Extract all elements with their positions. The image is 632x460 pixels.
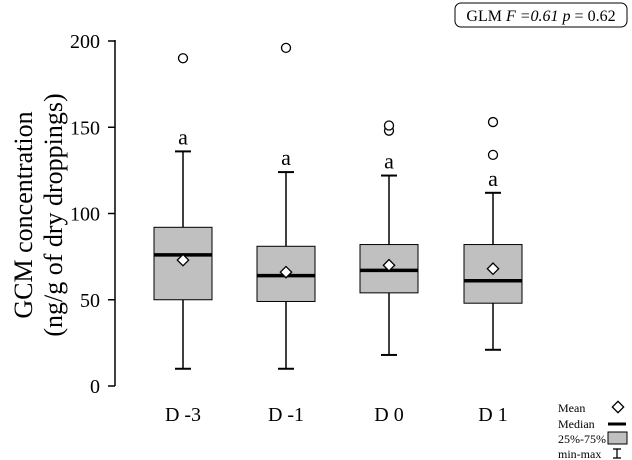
y-axis-label-line2: (ng/g of dry droppings) <box>39 93 68 336</box>
legend-mean-marker <box>611 400 625 414</box>
legend-range-marker <box>613 448 621 459</box>
outlier-1-0 <box>280 42 292 54</box>
x-tick-label-1: D -1 <box>268 404 304 426</box>
mean-marker-2 <box>382 258 396 272</box>
x-tick-label-3: D 1 <box>478 404 507 426</box>
outlier-0-0 <box>177 53 189 64</box>
legend-iqr-label: 25%-75% <box>558 432 606 446</box>
legend-range-label: min-max <box>558 447 601 460</box>
x-axis-labels: D -3 D -1 D 0 D 1 <box>165 404 508 426</box>
y-tick-label-0: 0 <box>90 376 100 398</box>
significance-letter-3: a <box>488 166 498 191</box>
outlier-2-1 <box>383 120 395 131</box>
box-2: a <box>359 120 419 356</box>
mean-marker-0 <box>176 253 190 267</box>
y-axis-label-line1: GCM concentration <box>9 111 38 318</box>
box-0: a <box>153 53 213 370</box>
annotation-box <box>454 2 628 28</box>
mean-marker-3 <box>486 262 500 276</box>
boxes: a a a a <box>153 42 523 370</box>
legend: Mean Median 25%-75% min-max <box>558 400 628 460</box>
y-axis-label: GCM concentration (ng/g of dry droppings… <box>9 93 68 336</box>
y-axis-ticks: 0 50 100 150 200 <box>70 31 115 398</box>
significance-letter-2: a <box>384 149 394 174</box>
box-3: a <box>463 116 523 351</box>
legend-mean-label: Mean <box>558 401 585 415</box>
legend-iqr-marker <box>607 431 628 445</box>
significance-letter-1: a <box>281 145 291 170</box>
y-tick-label-2: 100 <box>70 204 100 226</box>
y-tick-label-3: 150 <box>70 117 100 139</box>
outlier-3-0 <box>487 149 499 161</box>
outlier-3-1 <box>487 116 499 128</box>
y-tick-label-1: 50 <box>80 290 100 312</box>
glm-annotation: GLM F =0.61 p = 0.62 <box>466 8 615 25</box>
significance-letter-0: a <box>178 124 188 149</box>
x-tick-label-0: D -3 <box>165 404 201 426</box>
box-1: a <box>256 42 316 370</box>
mean-marker-1 <box>279 265 293 279</box>
x-tick-label-2: D 0 <box>374 404 403 426</box>
y-tick-label-4: 200 <box>70 31 100 53</box>
legend-median-label: Median <box>558 417 595 431</box>
